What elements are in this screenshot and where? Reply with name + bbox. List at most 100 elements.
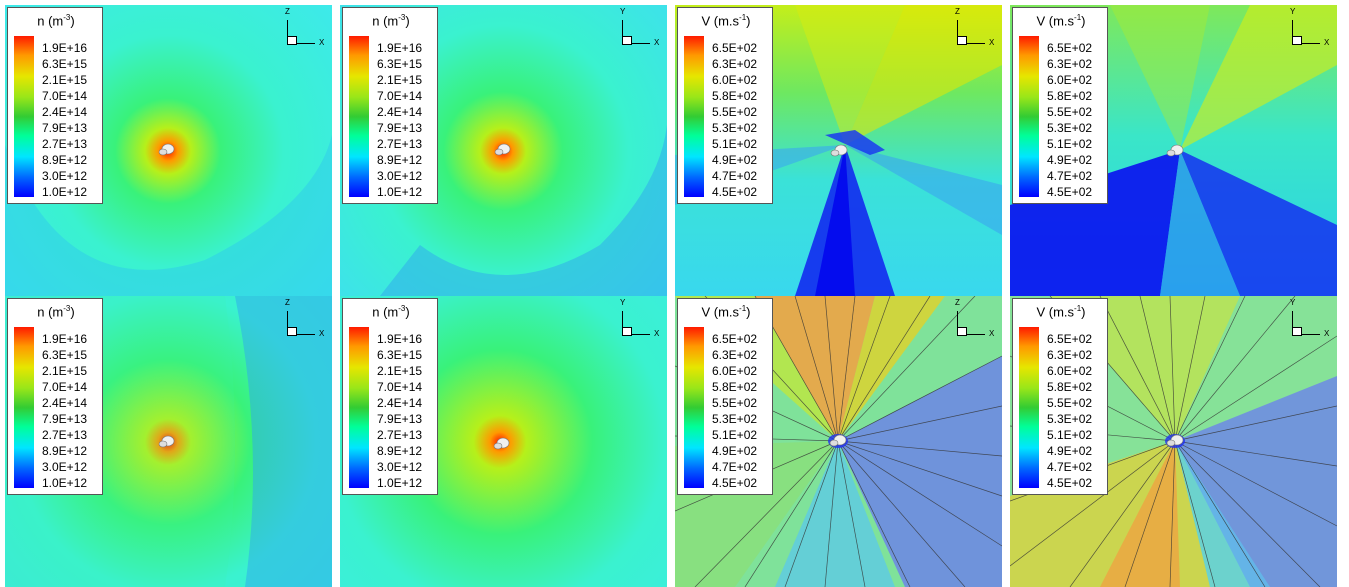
legend-tick: 2.1E+15	[377, 73, 423, 87]
legend-tick: 2.7E+13	[377, 428, 423, 442]
legend-tick: 1.9E+16	[42, 41, 88, 55]
legend-tick: 6.3E+15	[377, 348, 423, 362]
legend-tick: 7.9E+13	[377, 412, 423, 426]
legend-tick: 6.0E+02	[712, 364, 758, 378]
velocity-legend: V (m.s-1) 6.5E+02 6.3E+02 6.0E+02 5.8E+0…	[1012, 7, 1108, 204]
legend-tick: 1.0E+12	[377, 476, 423, 490]
legend-tick: 7.0E+14	[377, 89, 423, 103]
axis-label-horizontal: X	[319, 329, 325, 338]
legend-color-bar	[349, 36, 369, 197]
density-panel-yx-bottom: n (m-3) 1.9E+16 6.3E+15 2.1E+15 7.0E+14 …	[340, 296, 667, 587]
density-panel-yx-top: n (m-3) 1.9E+16 6.3E+15 2.1E+15 7.0E+14 …	[340, 5, 667, 296]
legend-tick: 4.7E+02	[1047, 169, 1093, 183]
legend-tick: 2.4E+14	[377, 105, 423, 119]
axis-triad: Z X	[947, 7, 997, 47]
legend-tick: 8.9E+12	[377, 444, 423, 458]
legend-tick: 8.9E+12	[377, 153, 423, 167]
velocity-panel-yx-top: V (m.s-1) 6.5E+02 6.3E+02 6.0E+02 5.8E+0…	[1010, 5, 1337, 296]
legend-tick: 7.0E+14	[377, 380, 423, 394]
legend-tick: 1.9E+16	[377, 41, 423, 55]
axis-triad: Z X	[277, 298, 327, 338]
axis-label-horizontal: X	[1324, 38, 1330, 47]
comet-nucleus-icon	[158, 435, 175, 448]
legend-ticks: 6.5E+02 6.3E+02 6.0E+02 5.8E+02 5.5E+02 …	[712, 331, 757, 491]
legend-tick: 2.4E+14	[42, 396, 88, 410]
legend-tick: 2.7E+13	[42, 428, 88, 442]
legend-tick: 6.0E+02	[712, 73, 758, 87]
axis-label-vertical: Z	[285, 7, 290, 16]
legend-tick: 4.9E+02	[1047, 153, 1093, 167]
legend-title: V (m.s-1)	[1036, 304, 1086, 320]
comet-nucleus-icon	[830, 144, 848, 157]
legend-tick: 6.3E+02	[1047, 348, 1093, 362]
axis-triad: Z X	[277, 7, 327, 47]
legend-ticks: 1.9E+16 6.3E+15 2.1E+15 7.0E+14 2.4E+14 …	[377, 331, 422, 491]
axis-triad: Y X	[612, 7, 662, 47]
comet-nucleus-icon	[1166, 434, 1184, 447]
legend-tick: 1.0E+12	[42, 185, 88, 199]
legend-ticks: 6.5E+02 6.3E+02 6.0E+02 5.8E+02 5.5E+02 …	[712, 40, 757, 200]
legend-tick: 5.5E+02	[1047, 396, 1093, 410]
axis-label-vertical: Z	[285, 298, 290, 307]
axis-label-horizontal: X	[989, 38, 995, 47]
legend-tick: 5.5E+02	[712, 396, 758, 410]
legend-color-bar	[349, 327, 369, 488]
comet-nucleus-icon	[829, 434, 847, 447]
legend-tick: 6.5E+02	[712, 41, 758, 55]
axis-label-vertical: Y	[1290, 298, 1296, 307]
legend-tick: 1.9E+16	[377, 332, 423, 346]
comet-nucleus-icon	[494, 143, 511, 156]
legend-tick: 5.1E+02	[712, 137, 758, 151]
legend-tick: 4.5E+02	[1047, 185, 1093, 199]
legend-tick: 5.8E+02	[712, 380, 758, 394]
legend-color-bar	[14, 327, 34, 488]
axis-label-horizontal: X	[1324, 329, 1330, 338]
axis-label-vertical: Y	[1290, 7, 1296, 16]
axis-triad: Z X	[947, 298, 997, 338]
axis-label-vertical: Z	[955, 7, 960, 16]
legend-tick: 2.1E+15	[377, 364, 423, 378]
axis-label-horizontal: X	[319, 38, 325, 47]
axis-label-vertical: Y	[620, 298, 626, 307]
legend-tick: 5.3E+02	[1047, 412, 1093, 426]
legend-tick: 6.5E+02	[1047, 41, 1093, 55]
axis-triad: Y X	[612, 298, 662, 338]
legend-tick: 7.9E+13	[42, 412, 88, 426]
legend-tick: 6.3E+15	[42, 57, 88, 71]
legend-tick: 5.3E+02	[712, 121, 758, 135]
legend-tick: 5.5E+02	[712, 105, 758, 119]
legend-tick: 6.3E+02	[712, 348, 758, 362]
velocity-legend: V (m.s-1) 6.5E+02 6.3E+02 6.0E+02 5.8E+0…	[677, 298, 773, 495]
legend-tick: 4.5E+02	[712, 185, 758, 199]
legend-color-bar	[684, 327, 704, 488]
comet-nucleus-icon	[493, 437, 510, 450]
legend-tick: 1.0E+12	[42, 476, 88, 490]
density-legend: n (m-3) 1.9E+16 6.3E+15 2.1E+15 7.0E+14 …	[7, 298, 103, 495]
legend-tick: 5.8E+02	[712, 89, 758, 103]
legend-tick: 8.9E+12	[42, 444, 88, 458]
legend-tick: 4.5E+02	[1047, 476, 1093, 490]
legend-title: V (m.s-1)	[701, 304, 751, 320]
legend-tick: 4.7E+02	[712, 169, 758, 183]
legend-tick: 8.9E+12	[42, 153, 88, 167]
legend-tick: 3.0E+12	[377, 169, 423, 183]
legend-tick: 6.3E+02	[712, 57, 758, 71]
legend-tick: 5.3E+02	[712, 412, 758, 426]
legend-title: n (m-3)	[37, 13, 75, 29]
velocity-contour-plot	[1010, 5, 1337, 296]
density-contour-plot	[5, 296, 332, 587]
axis-triad: Y X	[1282, 298, 1332, 338]
legend-tick: 4.5E+02	[712, 476, 758, 490]
legend-ticks: 6.5E+02 6.3E+02 6.0E+02 5.8E+02 5.5E+02 …	[1047, 40, 1092, 200]
legend-tick: 6.3E+15	[377, 57, 423, 71]
legend-tick: 3.0E+12	[42, 169, 88, 183]
axis-label-vertical: Z	[955, 298, 960, 307]
axis-label-horizontal: X	[654, 329, 660, 338]
legend-color-bar	[1019, 36, 1039, 197]
legend-tick: 5.5E+02	[1047, 105, 1093, 119]
legend-title: V (m.s-1)	[1036, 13, 1086, 29]
velocity-panel-yx-bottom: V (m.s-1) 6.5E+02 6.3E+02 6.0E+02 5.8E+0…	[1010, 296, 1337, 587]
legend-tick: 4.9E+02	[712, 153, 758, 167]
comet-nucleus-icon	[158, 143, 175, 156]
legend-tick: 3.0E+12	[42, 460, 88, 474]
